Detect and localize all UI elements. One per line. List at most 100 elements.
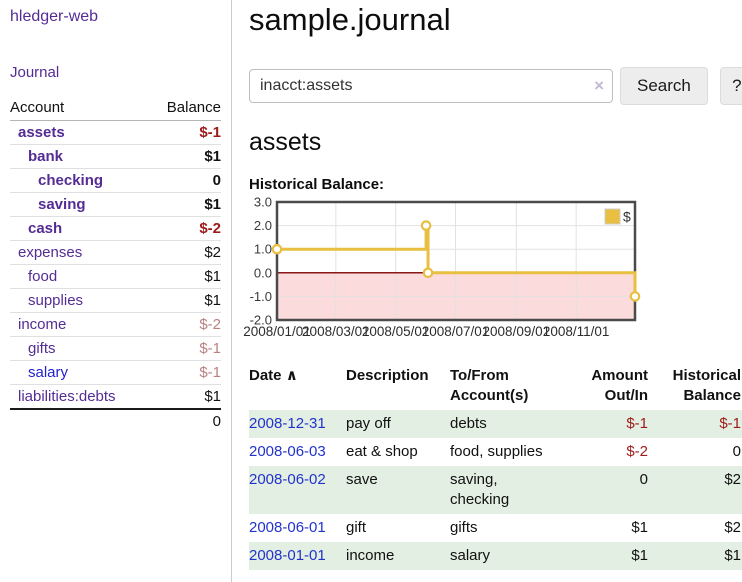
help-button[interactable]: ? [720, 67, 742, 105]
account-link[interactable]: gifts [28, 340, 56, 357]
chart-title: Historical Balance: [249, 176, 742, 193]
account-link[interactable]: cash [28, 220, 62, 237]
account-row: bank$1 [10, 145, 221, 169]
transaction-balance: $-1 [650, 410, 742, 438]
account-link[interactable]: salary [28, 364, 68, 381]
transaction-amount: $-2 [576, 438, 650, 466]
transaction-description: gift [346, 514, 450, 542]
search-input-wrap: × [249, 69, 613, 105]
account-balance: $-2 [149, 217, 221, 241]
transaction-amount: $1 [576, 514, 650, 542]
transaction-amount: 0 [576, 466, 650, 514]
transaction-description: save [346, 466, 450, 514]
transaction-balance: $2 [650, 466, 742, 514]
account-link[interactable]: liabilities:debts [18, 388, 116, 405]
spacer [10, 409, 149, 433]
account-tree-header: Account Balance [10, 96, 221, 121]
account-balance: $-2 [149, 313, 221, 337]
account-row: supplies$1 [10, 289, 221, 313]
x-tick-label: 2008/09/01 [483, 324, 551, 339]
account-balance: $-1 [149, 337, 221, 361]
transaction-balance: 0 [650, 438, 742, 466]
transaction-accounts: gifts [450, 514, 576, 542]
transaction-date-link[interactable]: 2008-06-03 [249, 443, 326, 460]
clear-search-icon[interactable]: × [594, 77, 604, 94]
account-link[interactable]: checking [38, 172, 103, 189]
account-link[interactable]: assets [18, 124, 65, 141]
brand-link[interactable]: hledger-web [10, 8, 98, 25]
data-point-marker [424, 269, 432, 277]
x-tick-label: 2008/03/01 [302, 324, 370, 339]
balance-column-header: Historical Balance [650, 364, 742, 410]
x-tick-label: 2008/11/01 [543, 324, 610, 339]
sort-asc-icon: ∧ [286, 367, 298, 384]
y-tick-label: 3.0 [254, 195, 272, 210]
account-row: expenses $2 [10, 241, 221, 265]
account-column-header: Account [10, 96, 149, 121]
account-row: cash $-2 [10, 217, 221, 241]
register-body: 2008-12-31pay offdebts$-1$-1 2008-06-03 ea… [249, 410, 742, 570]
y-tick-label: -1.0 [250, 289, 272, 304]
transaction-amount: $-1 [576, 410, 650, 438]
account-row: salary $-1 [10, 361, 221, 385]
account-balance: $-1 [149, 121, 221, 145]
transaction-date-link[interactable]: 2008-06-02 [249, 471, 326, 488]
transaction-description: income [346, 542, 450, 570]
x-tick-label: 2008/05/01 [362, 324, 430, 339]
y-tick-label: 2.0 [254, 218, 272, 233]
table-row: 2008-06-01 giftgifts$1$2 [249, 514, 742, 542]
account-balance: $2 [149, 241, 221, 265]
account-row: liabilities:debts$1 [10, 385, 221, 410]
search-input[interactable] [249, 69, 613, 103]
transaction-accounts: salary [450, 542, 576, 570]
account-link[interactable]: expenses [18, 244, 82, 261]
legend-label: $ [623, 209, 631, 225]
account-balance: $-1 [149, 361, 221, 385]
account-balance: 0 [149, 169, 221, 193]
balance-column-header: Balance [149, 96, 221, 121]
account-row: checking 0 [10, 169, 221, 193]
account-link[interactable]: food [28, 268, 57, 285]
page-title: sample.journal [249, 2, 742, 38]
account-row: food $1 [10, 265, 221, 289]
brand: hledger-web [10, 8, 221, 26]
search-button[interactable]: Search [620, 67, 708, 105]
transaction-date-link[interactable]: 2008-01-01 [249, 547, 326, 564]
transaction-accounts: saving, checking [450, 466, 576, 514]
account-row: gifts $-1 [10, 337, 221, 361]
accounts-column-header: To/From Account(s) [450, 364, 576, 410]
sidebar-nav: Journal [10, 64, 221, 82]
account-link[interactable]: supplies [28, 292, 83, 309]
sidebar: hledger-web Journal Account Balance asse… [0, 0, 232, 582]
transaction-date-link[interactable]: 2008-12-31 [249, 415, 326, 432]
y-tick-label: 0.0 [254, 265, 272, 280]
x-tick-label: 2008/07/01 [422, 324, 490, 339]
balance-chart: $3.02.01.00.0-1.0-2.02008/01/012008/03/0… [249, 196, 742, 344]
register-header-row: Date ∧ Description To/From Account(s) Am… [249, 364, 742, 410]
transaction-balance: $2 [650, 514, 742, 542]
transaction-accounts: food, supplies [450, 438, 576, 466]
table-row: 2008-12-31pay offdebts$-1$-1 [249, 410, 742, 438]
table-row: 2008-01-01incomesalary$1$1 [249, 542, 742, 570]
transaction-description: eat & shop [346, 438, 450, 466]
transaction-date-link[interactable]: 2008-06-01 [249, 519, 326, 536]
transaction-amount: $1 [576, 542, 650, 570]
account-balance: $1 [149, 265, 221, 289]
account-link[interactable]: income [18, 316, 66, 333]
legend-swatch [605, 209, 620, 224]
account-tree-body: assets$-1bank$1checking0saving$1cash$-2e… [10, 121, 221, 434]
data-point-marker [631, 292, 639, 300]
amount-column-header: Amount Out/In [576, 364, 650, 410]
account-link[interactable]: saving [38, 196, 86, 213]
table-row: 2008-06-02 savesaving, checking0$2 [249, 466, 742, 514]
transaction-balance: $1 [650, 542, 742, 570]
data-point-marker [422, 221, 430, 229]
account-tree: Account Balance assets$-1bank$1checking0… [10, 96, 221, 433]
account-heading: assets [249, 128, 742, 157]
y-tick-label: 1.0 [254, 242, 272, 257]
search-form: × Search ? [249, 69, 742, 105]
sidebar-item-journal[interactable]: Journal [10, 64, 59, 81]
account-link[interactable]: bank [28, 148, 63, 165]
register-table: Date ∧ Description To/From Account(s) Am… [249, 364, 742, 570]
date-column-header[interactable]: Date ∧ [249, 364, 346, 410]
